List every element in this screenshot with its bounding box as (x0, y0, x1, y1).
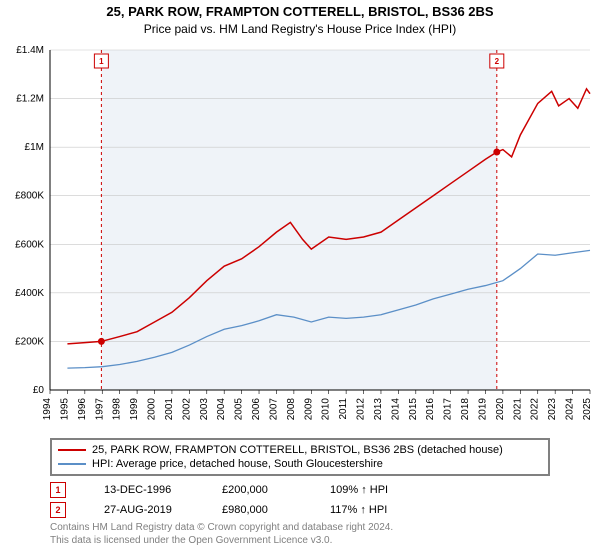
svg-text:£0: £0 (33, 385, 45, 396)
svg-text:2017: 2017 (443, 398, 454, 421)
svg-text:2010: 2010 (321, 398, 332, 421)
svg-text:£800K: £800K (15, 191, 44, 202)
transaction-row: 2 27-AUG-2019 £980,000 117% ↑ HPI (50, 500, 550, 520)
footer-line-1: Contains HM Land Registry data © Crown c… (50, 522, 560, 535)
legend: 25, PARK ROW, FRAMPTON COTTERELL, BRISTO… (50, 438, 550, 476)
transaction-row: 1 13-DEC-1996 £200,000 109% ↑ HPI (50, 480, 550, 500)
svg-text:2005: 2005 (234, 398, 245, 421)
svg-text:2003: 2003 (199, 398, 210, 421)
attribution-footer: Contains HM Land Registry data © Crown c… (50, 522, 560, 547)
svg-text:1997: 1997 (94, 398, 105, 421)
svg-text:2016: 2016 (425, 398, 436, 421)
transaction-marker-1: 1 (50, 482, 66, 498)
svg-text:2000: 2000 (147, 398, 158, 421)
svg-text:2013: 2013 (373, 398, 384, 421)
transaction-marker-2: 2 (50, 502, 66, 518)
svg-text:2012: 2012 (356, 398, 367, 421)
transaction-date: 13-DEC-1996 (104, 484, 194, 496)
transaction-date: 27-AUG-2019 (104, 504, 194, 516)
svg-text:2006: 2006 (251, 398, 262, 421)
legend-swatch-price (58, 449, 86, 451)
svg-text:£1.4M: £1.4M (16, 45, 44, 56)
svg-text:2021: 2021 (512, 398, 523, 421)
footer-line-2: This data is licensed under the Open Gov… (50, 535, 560, 548)
legend-label-price: 25, PARK ROW, FRAMPTON COTTERELL, BRISTO… (92, 444, 503, 456)
transaction-pct: 109% ↑ HPI (330, 484, 430, 496)
legend-label-hpi: HPI: Average price, detached house, Sout… (92, 458, 383, 470)
svg-text:£600K: £600K (15, 239, 44, 250)
svg-text:2019: 2019 (477, 398, 488, 421)
svg-text:2011: 2011 (338, 398, 349, 420)
svg-text:1999: 1999 (129, 398, 140, 421)
legend-item-price: 25, PARK ROW, FRAMPTON COTTERELL, BRISTO… (58, 443, 542, 457)
svg-text:2008: 2008 (286, 398, 297, 421)
svg-text:2018: 2018 (460, 398, 471, 421)
svg-text:2025: 2025 (582, 398, 593, 421)
svg-text:2004: 2004 (216, 398, 227, 421)
svg-text:1: 1 (99, 57, 104, 66)
svg-text:£200K: £200K (15, 336, 44, 347)
transaction-list: 1 13-DEC-1996 £200,000 109% ↑ HPI 2 27-A… (50, 480, 550, 520)
transaction-price: £200,000 (222, 484, 302, 496)
transaction-price: £980,000 (222, 504, 302, 516)
svg-text:2022: 2022 (530, 398, 541, 421)
transaction-pct: 117% ↑ HPI (330, 504, 430, 516)
legend-item-hpi: HPI: Average price, detached house, Sout… (58, 457, 542, 471)
svg-text:1994: 1994 (42, 398, 53, 421)
svg-text:2023: 2023 (547, 398, 558, 421)
svg-text:£1.2M: £1.2M (16, 94, 44, 105)
svg-text:2007: 2007 (268, 398, 279, 421)
chart-subtitle: Price paid vs. HM Land Registry's House … (0, 22, 600, 36)
svg-text:£1M: £1M (25, 142, 44, 153)
svg-text:2002: 2002 (181, 398, 192, 421)
svg-text:2014: 2014 (390, 398, 401, 421)
svg-text:2020: 2020 (495, 398, 506, 421)
svg-text:1995: 1995 (59, 398, 70, 421)
legend-swatch-hpi (58, 463, 86, 465)
svg-text:1996: 1996 (77, 398, 88, 421)
svg-text:1998: 1998 (112, 398, 123, 421)
svg-text:2001: 2001 (164, 398, 175, 421)
svg-text:2024: 2024 (565, 398, 576, 421)
svg-text:£400K: £400K (15, 288, 44, 299)
price-chart: £0 £200K £400K £600K £800K £1M £1.2M £1.4M 1994 1… (0, 40, 600, 438)
svg-text:2: 2 (495, 57, 500, 66)
svg-text:2009: 2009 (303, 398, 314, 421)
svg-text:2015: 2015 (408, 398, 419, 421)
chart-title: 25, PARK ROW, FRAMPTON COTTERELL, BRISTO… (0, 4, 600, 19)
